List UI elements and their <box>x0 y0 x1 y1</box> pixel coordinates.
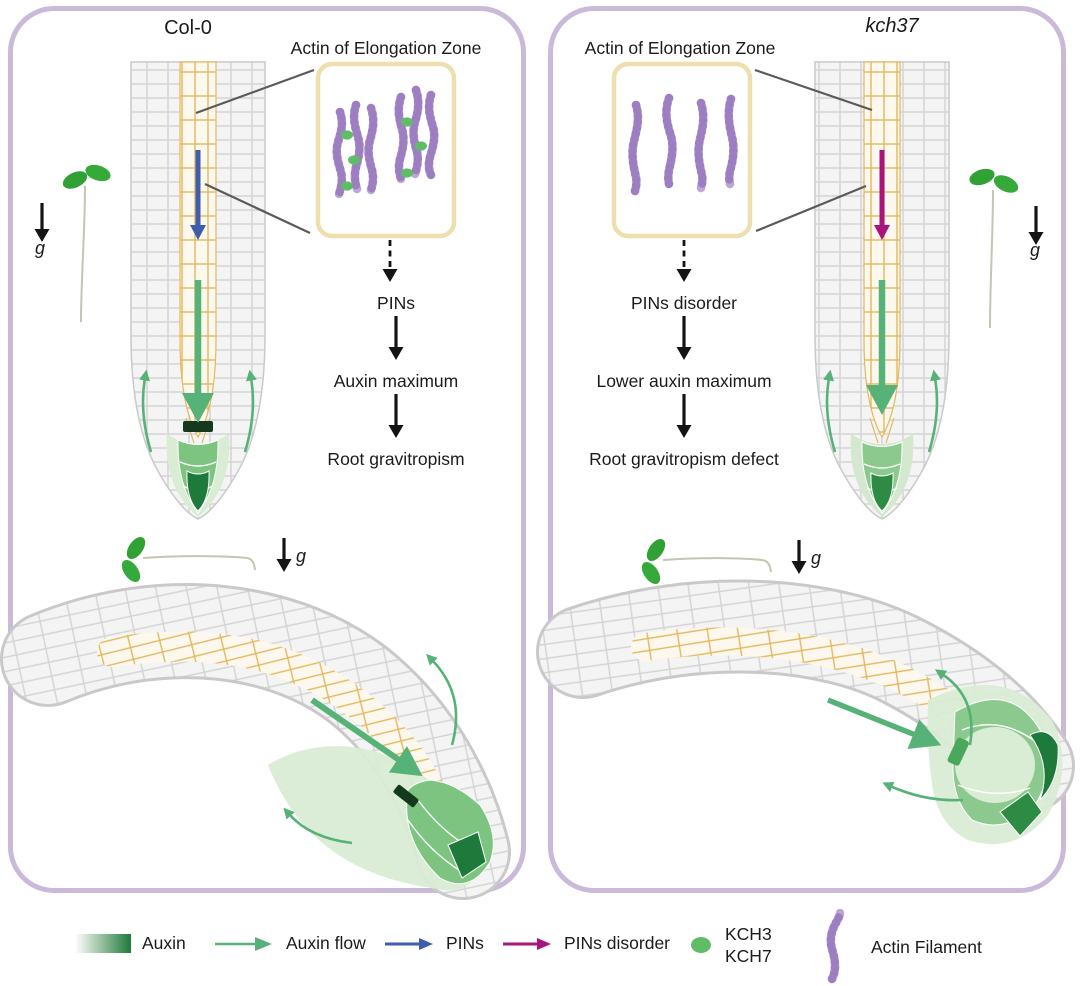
actin-filament-bundle <box>628 93 738 196</box>
root-diagram-vertical-col0 <box>130 61 266 520</box>
panel-title-kch37: kch37 <box>865 15 919 37</box>
legend-item-pins: PINs <box>383 933 484 954</box>
legend-item-auxin: Auxin <box>75 933 186 954</box>
actin-inset-col0 <box>315 61 457 239</box>
auxin-gradient-swatch <box>75 934 131 953</box>
connector-line <box>195 68 315 115</box>
auxin-flow-side-arrow <box>283 807 353 845</box>
legend-label: PINs disorder <box>564 933 671 953</box>
gravity-label: g <box>296 546 307 566</box>
actin-filament-bundle <box>332 85 439 199</box>
flow-step-root-gravitropism-defect: Root gravitropism defect <box>589 449 779 469</box>
actin-filament-icon <box>826 909 845 984</box>
auxin-flow-arrow-icon <box>215 936 272 951</box>
kch-dot-icon <box>691 937 711 953</box>
inset-label-right: Actin of Elongation Zone <box>584 38 776 58</box>
legend-label: PINs <box>446 933 484 953</box>
gravity-label: g <box>811 548 822 568</box>
pins-arrow-icon <box>385 937 433 950</box>
actin-inset-kch37 <box>611 61 753 239</box>
legend: Auxin Auxin flow PINs PINs disorder <box>0 905 1080 986</box>
connector-line <box>754 68 873 112</box>
auxin-flow-side-arrow <box>882 781 964 802</box>
auxin-band-dark <box>183 421 213 432</box>
seedling-icon-upright <box>62 164 111 323</box>
flow-step-pins-disorder: PINs disorder <box>630 293 738 313</box>
legend-label: Auxin flow <box>286 933 366 953</box>
legend-item-actin-filament: Actin Filament <box>818 909 982 985</box>
auxin-flow-side-arrow <box>139 369 153 453</box>
right-panel-art <box>536 61 1075 845</box>
auxin-flow-side-arrow <box>927 369 941 453</box>
kch-crosslinker-dots <box>341 117 427 191</box>
connector-line <box>204 183 311 234</box>
legend-label-kch7: KCH7 <box>725 946 772 966</box>
root-diagram-bent-col0 <box>0 583 511 900</box>
auxin-flow-arrow <box>826 697 942 749</box>
pins-disorder-arrow-icon <box>503 937 551 950</box>
auxin-flow-side-arrow <box>823 369 837 453</box>
auxin-flow-side-arrow <box>934 669 973 746</box>
legend-item-pins-disorder: PINs disorder <box>501 933 670 954</box>
left-panel-art <box>0 61 511 900</box>
legend-label: Actin Filament <box>871 936 982 957</box>
panel-title-col0: Col-0 <box>164 17 212 39</box>
auxin-band-dark <box>393 784 419 808</box>
seedling-icon-horizontal <box>641 539 772 584</box>
auxin-flow-side-arrow <box>243 369 257 453</box>
inset-label-left: Actin of Elongation Zone <box>290 38 482 58</box>
auxin-flow-side-arrow <box>426 653 458 746</box>
flow-step-pins: PINs <box>377 293 415 313</box>
root-diagram-vertical-kch37 <box>814 61 950 520</box>
gravity-label: g <box>1030 240 1041 260</box>
seedling-icon-upright <box>969 168 1019 329</box>
seedling-icon-horizontal <box>121 537 256 582</box>
auxin-flow-arrow <box>310 697 423 777</box>
auxin-band-mid <box>947 737 969 766</box>
legend-item-auxin-flow: Auxin flow <box>213 933 366 954</box>
connector-line <box>755 184 867 233</box>
root-diagram-bent-kch37 <box>536 579 1075 845</box>
legend-item-kch: KCH3 KCH7 <box>688 923 772 967</box>
legend-label-kch3: KCH3 <box>725 924 772 944</box>
legend-label: Auxin <box>142 933 186 953</box>
flow-step-root-gravitropism: Root gravitropism <box>327 449 465 469</box>
gravity-label: g <box>35 238 46 258</box>
flow-step-lower-auxin-maximum: Lower auxin maximum <box>596 371 772 391</box>
flow-step-auxin-maximum: Auxin maximum <box>333 371 459 391</box>
